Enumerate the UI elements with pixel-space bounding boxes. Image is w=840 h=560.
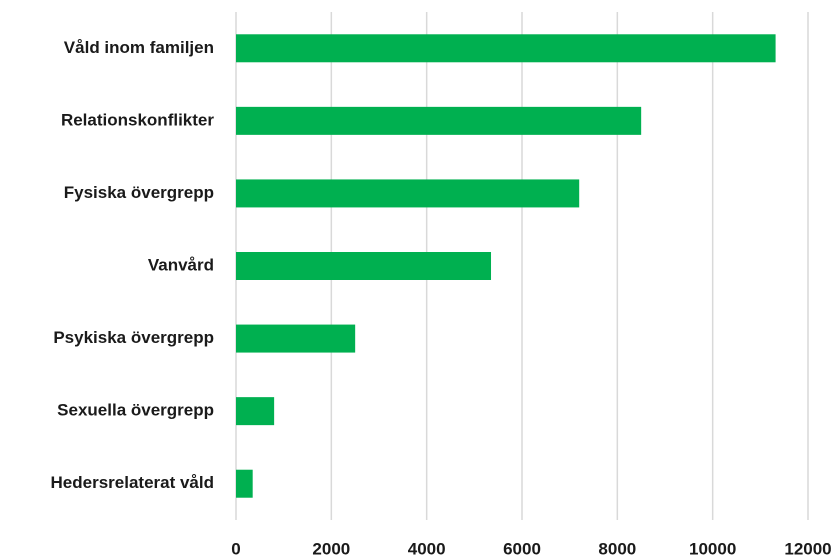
x-tick-label: 6000 <box>503 539 541 558</box>
y-tick-label: Relationskonflikter <box>61 110 214 129</box>
bar <box>236 252 492 280</box>
y-tick-label: Vanvård <box>148 255 214 274</box>
x-tick-label: 10000 <box>689 539 736 558</box>
x-tick-label: 0 <box>231 539 240 558</box>
bar <box>236 469 253 498</box>
y-tick-label: Sexuella övergrepp <box>57 401 214 420</box>
y-tick-label: Psykiska övergrepp <box>53 328 214 347</box>
bar <box>236 397 275 426</box>
x-tick-label: 8000 <box>598 539 636 558</box>
bar <box>236 106 642 135</box>
bar <box>236 34 776 63</box>
bar <box>236 179 580 208</box>
x-tick-label: 4000 <box>408 539 446 558</box>
x-tick-label: 2000 <box>312 539 350 558</box>
bar <box>236 324 356 353</box>
y-tick-label: Våld inom familjen <box>64 38 214 57</box>
y-tick-label: Fysiska övergrepp <box>64 183 214 202</box>
y-tick-label: Hedersrelaterat våld <box>51 473 214 492</box>
x-tick-label: 12000 <box>784 539 831 558</box>
